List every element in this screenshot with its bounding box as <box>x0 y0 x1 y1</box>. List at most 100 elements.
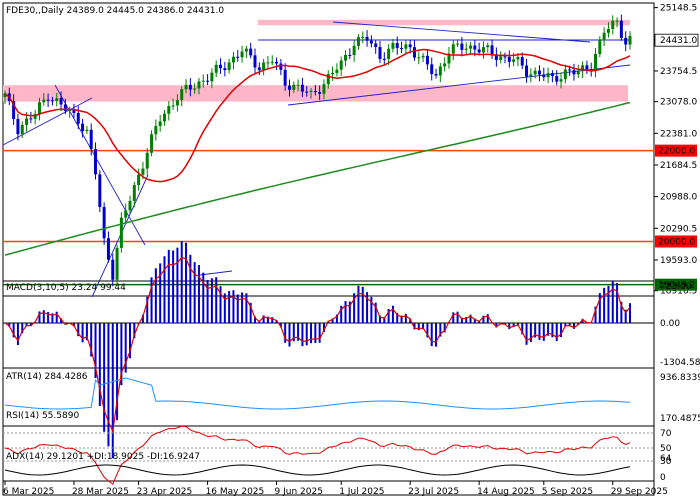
macd-bar <box>111 323 114 459</box>
candle-body <box>154 125 158 135</box>
candle <box>46 93 50 108</box>
macd-bar <box>400 315 403 323</box>
macd-bar <box>288 323 291 347</box>
candle-body <box>438 66 442 76</box>
macd-bar <box>572 323 575 329</box>
candle-body <box>447 53 451 64</box>
candle-body <box>29 118 33 120</box>
level-price-label-0: 22000.0 <box>658 147 695 157</box>
macd-bar <box>38 311 41 323</box>
candle-body <box>296 84 300 86</box>
macd-bar <box>529 323 532 343</box>
candle-body <box>20 124 24 135</box>
candle <box>615 17 619 28</box>
candle-body <box>42 99 46 103</box>
macd-bar <box>469 314 472 323</box>
macd-bar <box>344 301 347 323</box>
candle <box>529 68 533 83</box>
candle <box>111 253 115 287</box>
candle-body <box>533 70 537 75</box>
macd-bar <box>297 323 300 341</box>
candle-body <box>257 67 261 71</box>
candle-body <box>525 65 529 77</box>
macd-bar <box>236 294 239 323</box>
chart-header: FDE30,,Daily 24389.0 24445.0 24386.0 244… <box>6 6 224 16</box>
macd-bar <box>348 301 351 323</box>
level-price-box-1 <box>655 235 697 248</box>
candle <box>128 195 132 214</box>
y-tick-label: 22381.0 <box>660 129 697 139</box>
macd-bar <box>361 286 364 323</box>
candle <box>520 52 524 70</box>
macd-bar <box>379 315 381 323</box>
macd-bar <box>603 287 606 323</box>
candle <box>447 47 451 69</box>
candle-body <box>602 32 606 40</box>
macd-bar <box>245 293 248 323</box>
candle <box>339 56 343 76</box>
candle <box>469 41 473 54</box>
x-tick-label: 5 Sep 2025 <box>542 487 593 497</box>
candle <box>29 111 33 124</box>
candle <box>283 63 287 91</box>
candle-body <box>12 100 16 119</box>
candle-body <box>132 185 136 201</box>
y-tick-label: 23754.5 <box>660 67 697 77</box>
candle-body <box>352 45 356 56</box>
macd-bar <box>521 323 524 335</box>
macd-bar <box>465 317 468 323</box>
candle-body <box>253 55 257 68</box>
candle-body <box>507 56 511 62</box>
candle <box>210 68 214 89</box>
candle-body <box>412 47 416 58</box>
macd-bar <box>322 323 325 332</box>
trend-line-6 <box>199 270 233 276</box>
candle <box>606 22 610 38</box>
candle <box>602 27 606 47</box>
macd-bar <box>72 323 75 327</box>
moving-averages <box>4 48 631 256</box>
candle-body <box>305 91 309 93</box>
macd-bar <box>254 316 256 323</box>
candle <box>249 42 253 59</box>
candle <box>585 60 589 74</box>
candle-body <box>326 74 330 85</box>
candle <box>309 87 313 99</box>
macd-bar <box>430 323 433 347</box>
level-price-label-2: 19049.2 <box>658 281 695 291</box>
candle-body <box>72 109 76 113</box>
adx-label: ADX(14) 29.1201 +DI:18.9025 -DI:16.9247 <box>6 452 200 462</box>
candle-body <box>266 62 270 64</box>
candle <box>81 118 85 138</box>
candle <box>206 74 210 86</box>
y-tick-label: 24431.0 <box>660 36 697 46</box>
rsi-label: RSI(14) 55.5890 <box>6 411 79 421</box>
x-tick-label: 28 Mar 2025 <box>72 487 129 497</box>
macd-bar <box>219 286 222 323</box>
candle-body <box>25 118 29 125</box>
candle <box>494 47 498 67</box>
candle-body <box>391 43 395 49</box>
candle-body <box>236 56 240 58</box>
candle-body <box>210 72 214 82</box>
macd-bar <box>335 314 338 323</box>
candle-body <box>335 69 339 73</box>
candle-body <box>231 56 235 63</box>
rsi-tick-label: 70 <box>660 429 672 439</box>
macd-bar <box>538 323 541 340</box>
macd-bar <box>42 310 45 323</box>
candle <box>400 41 404 54</box>
candle-body <box>387 48 391 59</box>
y-tick-label: 19593.0 <box>660 256 697 266</box>
candle-body <box>244 48 248 52</box>
macd-bar <box>284 323 287 343</box>
candle-body <box>318 92 322 94</box>
candle <box>348 48 352 60</box>
candle-body <box>81 123 85 132</box>
macd-bar <box>404 313 407 323</box>
candle-body <box>89 129 93 149</box>
candle-body <box>568 69 572 71</box>
x-tick-label: 1 Jul 2025 <box>339 487 384 497</box>
macd-bar <box>154 268 157 323</box>
